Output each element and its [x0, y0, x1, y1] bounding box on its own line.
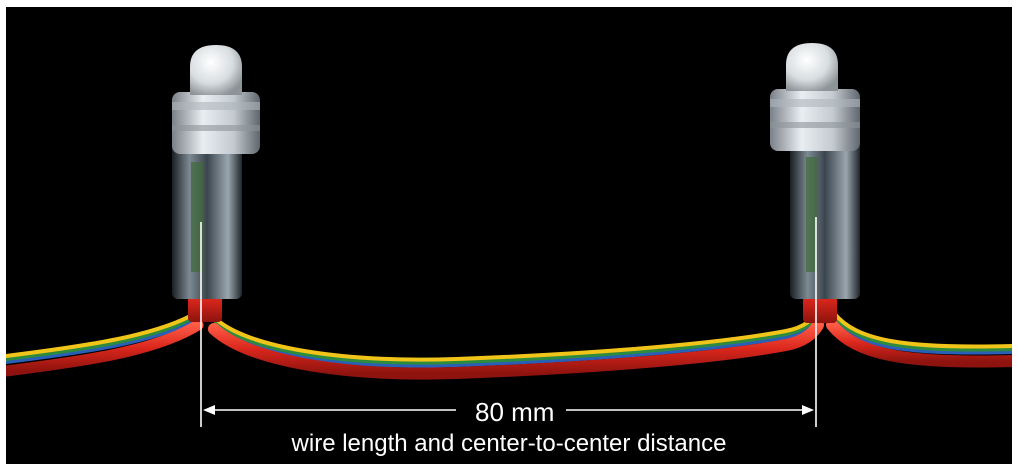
right-arrowhead — [802, 405, 814, 415]
left-arrowhead — [203, 405, 215, 415]
dimension-marker — [200, 217, 817, 427]
led-illustration — [6, 43, 1012, 427]
dimension-value: 80 mm — [465, 399, 565, 425]
led-module-right — [770, 43, 860, 323]
ribbon-wire — [6, 311, 1012, 380]
led-module-left — [172, 45, 260, 322]
led-photo: 80 mm wire length and center-to-center d… — [6, 7, 1012, 464]
dimension-caption: wire length and center-to-center distanc… — [291, 430, 727, 457]
